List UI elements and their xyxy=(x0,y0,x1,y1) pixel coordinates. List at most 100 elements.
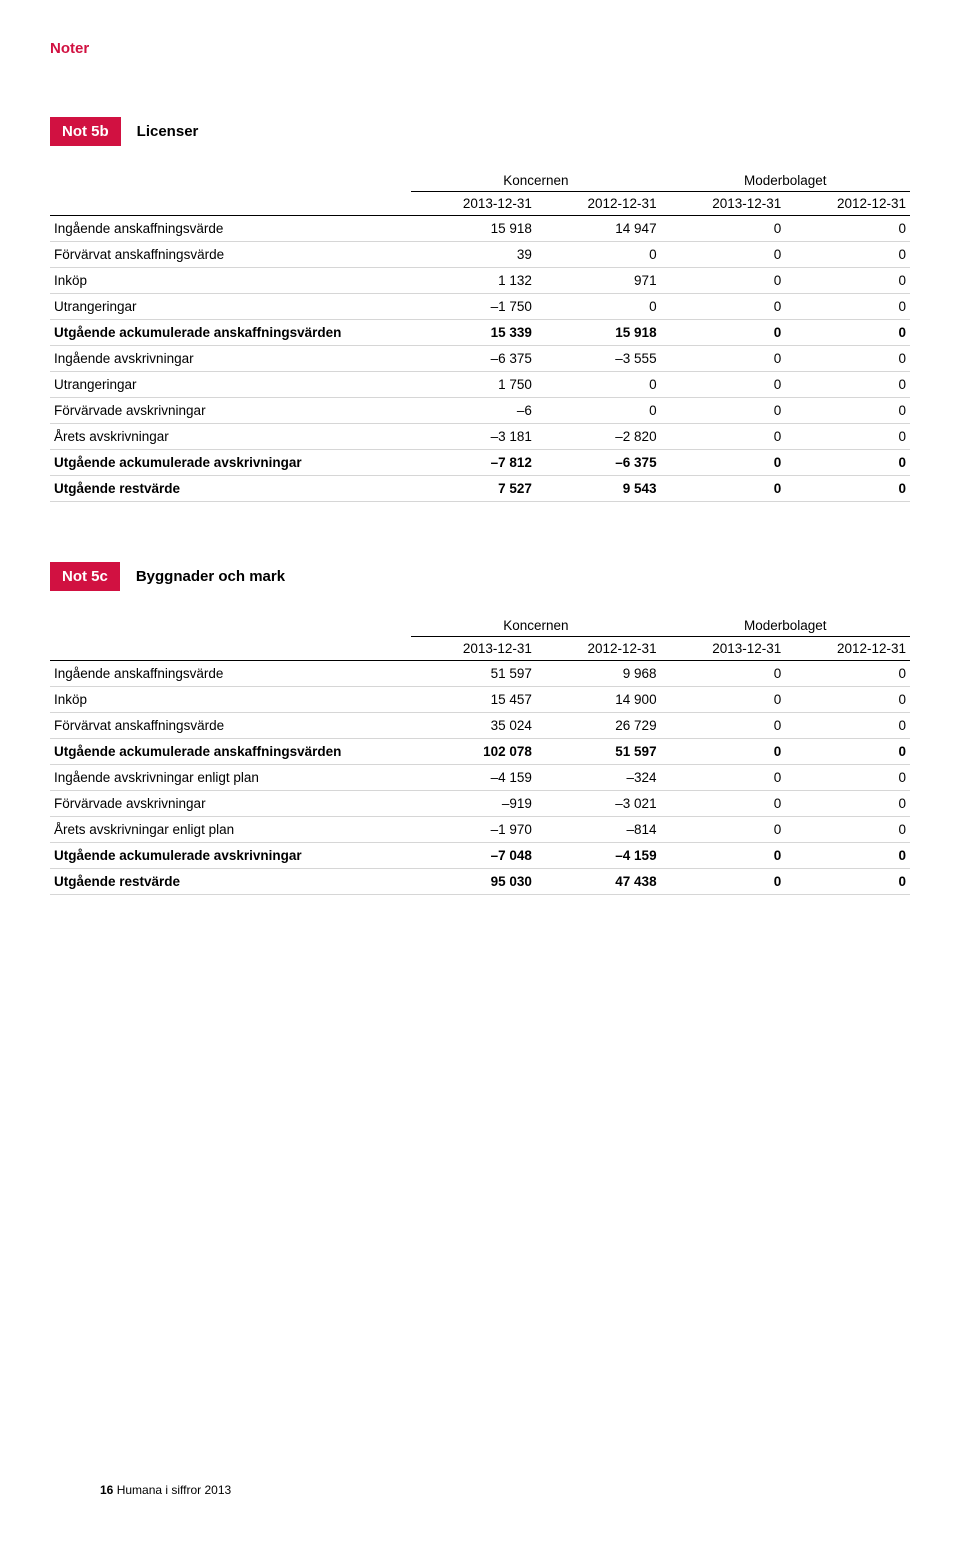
row-value: 0 xyxy=(536,242,661,268)
row-value: 95 030 xyxy=(411,869,536,895)
row-label: Utrangeringar xyxy=(50,372,411,398)
row-value: 0 xyxy=(785,398,910,424)
row-value: 0 xyxy=(785,869,910,895)
row-value: 1 750 xyxy=(411,372,536,398)
row-value: 0 xyxy=(661,398,786,424)
table-row: Förvärvade avskrivningar–919–3 02100 xyxy=(50,791,910,817)
column-date-header: 2013-12-31 xyxy=(411,637,536,661)
row-value: 47 438 xyxy=(536,869,661,895)
row-value: 0 xyxy=(785,739,910,765)
column-date-header: 2013-12-31 xyxy=(661,637,786,661)
table-row: Utgående ackumulerade avskrivningar–7 81… xyxy=(50,450,910,476)
table-row: Årets avskrivningar enligt plan–1 970–81… xyxy=(50,817,910,843)
row-value: 26 729 xyxy=(536,713,661,739)
column-group-header: Moderbolaget xyxy=(661,168,910,192)
row-label: Förvärvat anskaffningsvärde xyxy=(50,242,411,268)
row-value: 0 xyxy=(536,294,661,320)
note-block: Not 5cByggnader och markKoncernenModerbo… xyxy=(50,562,910,895)
column-group-header: Koncernen xyxy=(411,168,660,192)
row-label: Ingående avskrivningar enligt plan xyxy=(50,765,411,791)
footer-doc-title: Humana i siffror 2013 xyxy=(117,1483,232,1497)
row-label: Ingående anskaffningsvärde xyxy=(50,216,411,242)
table-row: Ingående avskrivningar–6 375–3 55500 xyxy=(50,346,910,372)
row-value: 0 xyxy=(661,765,786,791)
table-row: Förvärvat anskaffningsvärde39000 xyxy=(50,242,910,268)
row-value: 0 xyxy=(785,294,910,320)
table-row: Utgående ackumulerade avskrivningar–7 04… xyxy=(50,843,910,869)
column-date-header: 2012-12-31 xyxy=(785,637,910,661)
row-value: 0 xyxy=(785,661,910,687)
table-row: Utrangeringar1 750000 xyxy=(50,372,910,398)
row-value: 0 xyxy=(785,424,910,450)
row-value: 15 918 xyxy=(536,320,661,346)
row-label: Inköp xyxy=(50,268,411,294)
row-value: 35 024 xyxy=(411,713,536,739)
row-value: 0 xyxy=(785,476,910,502)
column-date-header: 2013-12-31 xyxy=(661,192,786,216)
row-value: 0 xyxy=(661,216,786,242)
row-value: 0 xyxy=(785,713,910,739)
row-value: 0 xyxy=(536,398,661,424)
row-value: 14 947 xyxy=(536,216,661,242)
table-row: Inköp1 13297100 xyxy=(50,268,910,294)
note-badge: Not 5c xyxy=(50,562,120,591)
row-value: 0 xyxy=(785,242,910,268)
row-value: 9 543 xyxy=(536,476,661,502)
column-group-header: Koncernen xyxy=(411,613,660,637)
row-value: –4 159 xyxy=(411,765,536,791)
row-value: 0 xyxy=(785,372,910,398)
row-value: 0 xyxy=(661,843,786,869)
row-label: Årets avskrivningar xyxy=(50,424,411,450)
row-value: 0 xyxy=(785,765,910,791)
table-row: Ingående avskrivningar enligt plan–4 159… xyxy=(50,765,910,791)
row-value: 0 xyxy=(661,687,786,713)
page-footer: 16 Humana i siffror 2013 xyxy=(100,1483,231,1497)
row-label: Årets avskrivningar enligt plan xyxy=(50,817,411,843)
row-value: 15 339 xyxy=(411,320,536,346)
row-value: –3 555 xyxy=(536,346,661,372)
row-value: –6 xyxy=(411,398,536,424)
row-value: 15 918 xyxy=(411,216,536,242)
table-row: Utgående ackumulerade anskaffningsvärden… xyxy=(50,320,910,346)
financial-table: KoncernenModerbolaget2013-12-312012-12-3… xyxy=(50,613,910,895)
note-badge: Not 5b xyxy=(50,117,121,146)
row-value: 51 597 xyxy=(536,739,661,765)
row-value: 0 xyxy=(785,320,910,346)
page-number: 16 xyxy=(100,1483,113,1497)
row-value: 0 xyxy=(661,320,786,346)
row-value: –2 820 xyxy=(536,424,661,450)
row-value: –324 xyxy=(536,765,661,791)
row-value: –6 375 xyxy=(536,450,661,476)
row-value: 0 xyxy=(661,869,786,895)
row-value: 0 xyxy=(785,843,910,869)
row-value: 1 132 xyxy=(411,268,536,294)
note-title-row: Not 5bLicenser xyxy=(50,117,910,146)
row-value: –3 021 xyxy=(536,791,661,817)
row-value: 0 xyxy=(785,450,910,476)
row-label: Utrangeringar xyxy=(50,294,411,320)
row-value: –814 xyxy=(536,817,661,843)
row-label: Utgående ackumulerade avskrivningar xyxy=(50,450,411,476)
column-date-header: 2013-12-31 xyxy=(411,192,536,216)
row-value: 0 xyxy=(785,791,910,817)
row-label: Ingående avskrivningar xyxy=(50,346,411,372)
row-value: 51 597 xyxy=(411,661,536,687)
row-label: Utgående restvärde xyxy=(50,869,411,895)
row-value: 0 xyxy=(661,268,786,294)
table-row: Inköp15 45714 90000 xyxy=(50,687,910,713)
row-value: 0 xyxy=(785,216,910,242)
table-row: Ingående anskaffningsvärde15 91814 94700 xyxy=(50,216,910,242)
row-value: –6 375 xyxy=(411,346,536,372)
row-value: 9 968 xyxy=(536,661,661,687)
row-value: 0 xyxy=(661,450,786,476)
column-group-header: Moderbolaget xyxy=(661,613,910,637)
table-row: Årets avskrivningar–3 181–2 82000 xyxy=(50,424,910,450)
row-value: 7 527 xyxy=(411,476,536,502)
row-value: 0 xyxy=(661,424,786,450)
table-row: Förvärvat anskaffningsvärde35 02426 729 0… xyxy=(50,713,910,739)
row-label: Ingående anskaffningsvärde xyxy=(50,661,411,687)
column-date-header: 2012-12-31 xyxy=(536,192,661,216)
row-label: Förvärvat anskaffningsvärde xyxy=(50,713,411,739)
table-row: Utgående ackumulerade anskaffningsvärden… xyxy=(50,739,910,765)
row-value: 102 078 xyxy=(411,739,536,765)
